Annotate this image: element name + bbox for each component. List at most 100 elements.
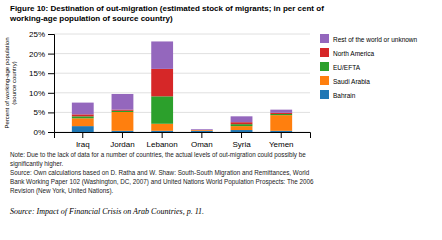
notes: Note: Due to the lack of data for a numb… bbox=[10, 151, 314, 216]
note: significantly higher. bbox=[10, 160, 63, 168]
legend-swatch bbox=[320, 48, 329, 57]
legend-label: Bahrain bbox=[333, 92, 356, 99]
y-axis-title: (source country) bbox=[11, 61, 17, 104]
bar-segment bbox=[112, 131, 134, 132]
legend-item: Saudi Arabia bbox=[320, 76, 370, 85]
legend-item: Bahrain bbox=[320, 90, 356, 99]
grid-line bbox=[54, 92, 310, 93]
bar-segment bbox=[191, 131, 213, 132]
legend-swatch bbox=[320, 62, 329, 71]
y-tick-mark bbox=[48, 73, 54, 74]
bar-segment bbox=[191, 130, 213, 131]
x-tick-mark bbox=[241, 132, 242, 138]
y-axis-line bbox=[48, 35, 55, 133]
note: Note: Due to the lack of data for a numb… bbox=[10, 151, 306, 159]
note: Revision (New York, United Nations). bbox=[10, 187, 113, 195]
bar-segment bbox=[151, 41, 173, 68]
bar-segment bbox=[191, 129, 213, 131]
bar-segment bbox=[231, 130, 253, 132]
x-tick-mark bbox=[201, 132, 202, 138]
x-tick-label: Yemen bbox=[269, 140, 294, 149]
bar-segment bbox=[112, 111, 134, 112]
x-tick: Yemen bbox=[269, 132, 294, 149]
series bbox=[72, 41, 292, 130]
bar-segment bbox=[270, 110, 292, 113]
x-axis-line bbox=[55, 133, 311, 139]
x-tick-mark bbox=[82, 132, 83, 138]
x-tick-label: Syria bbox=[232, 140, 251, 149]
y-tick-mark bbox=[48, 34, 54, 35]
bars bbox=[72, 41, 292, 132]
bar-segment bbox=[231, 116, 253, 122]
x-tick: Iraq bbox=[76, 132, 90, 149]
bar-segment bbox=[72, 118, 94, 126]
grid-line bbox=[54, 53, 310, 54]
y-axis: 0% 5% 10% 15% 20% 25% bbox=[29, 30, 55, 137]
legend-label: EU/EFTA bbox=[333, 64, 361, 71]
legend-swatch bbox=[320, 90, 329, 99]
source: Source: Impact of Financial Crisis on Ar… bbox=[10, 207, 204, 216]
y-tick-label: 0% bbox=[33, 128, 45, 137]
grid bbox=[54, 34, 310, 132]
bar-segment bbox=[72, 126, 94, 132]
y-tick-label: 5% bbox=[33, 108, 45, 117]
bar-segment bbox=[191, 130, 213, 132]
bar-segment bbox=[151, 96, 173, 123]
bar-segment bbox=[151, 124, 173, 131]
bar-segment bbox=[191, 130, 213, 131]
bar-segment bbox=[151, 131, 173, 132]
legend-label: North America bbox=[333, 50, 375, 57]
y-tick: 10% bbox=[29, 89, 54, 98]
bar-segment bbox=[270, 131, 292, 132]
bar-segment bbox=[270, 113, 292, 114]
title: working-age population of source country… bbox=[9, 14, 173, 23]
x-tick: Lebanon bbox=[147, 132, 178, 149]
y-tick-mark bbox=[48, 54, 54, 55]
bar-segment bbox=[112, 112, 134, 131]
y-tick-mark bbox=[48, 112, 54, 113]
y-tick-label: 25% bbox=[29, 30, 45, 39]
x-tick-mark bbox=[122, 132, 123, 138]
grid-line bbox=[54, 34, 310, 35]
series bbox=[72, 126, 292, 132]
title: Figure 10: Destination of out-migration … bbox=[10, 4, 324, 13]
series bbox=[72, 96, 292, 126]
legend-swatch bbox=[320, 76, 329, 85]
bar-segment bbox=[151, 69, 173, 96]
x-tick: Syria bbox=[232, 132, 251, 149]
y-tick: 25% bbox=[29, 30, 54, 39]
y-tick-label: 10% bbox=[29, 89, 45, 98]
x-tick-label: Jordan bbox=[110, 140, 134, 149]
bar-segment bbox=[231, 122, 253, 124]
y-axis-title: Percent of working-age population bbox=[4, 37, 10, 128]
x-tick-label: Iraq bbox=[76, 140, 90, 149]
legend: Rest of the world or unknown North Americ… bbox=[320, 34, 418, 99]
legend-item: EU/EFTA bbox=[320, 62, 361, 71]
x-tick: Oman bbox=[191, 132, 213, 149]
legend-swatch bbox=[320, 34, 329, 43]
x-tick-label: Lebanon bbox=[147, 140, 178, 149]
bar-segment bbox=[72, 114, 94, 116]
bar-segment bbox=[231, 124, 253, 126]
bar-segment bbox=[270, 115, 292, 131]
legend-item: Rest of the world or unknown bbox=[320, 34, 418, 43]
x-tick-mark bbox=[281, 132, 282, 138]
chart: Figure 10: Destination of out-migration … bbox=[0, 0, 442, 240]
series bbox=[72, 112, 292, 131]
x-tick-mark bbox=[162, 132, 163, 138]
bar-segment bbox=[72, 116, 94, 118]
legend-label: Saudi Arabia bbox=[333, 78, 370, 85]
legend-label: Rest of the world or unknown bbox=[333, 36, 418, 43]
y-tick-mark bbox=[48, 93, 54, 94]
y-tick: 5% bbox=[33, 108, 54, 117]
y-tick-label: 20% bbox=[29, 50, 45, 59]
y-tick: 0% bbox=[33, 128, 54, 137]
bar-segment bbox=[231, 126, 253, 130]
bar-segment bbox=[270, 114, 292, 115]
y-tick-mark bbox=[48, 132, 54, 133]
x-tick: Jordan bbox=[110, 132, 134, 149]
note: Bank Working Paper 102 (Washington, DC, … bbox=[10, 178, 314, 186]
bar-segment bbox=[112, 94, 134, 110]
y-tick: 20% bbox=[29, 50, 54, 59]
y-tick-label: 15% bbox=[29, 69, 45, 78]
